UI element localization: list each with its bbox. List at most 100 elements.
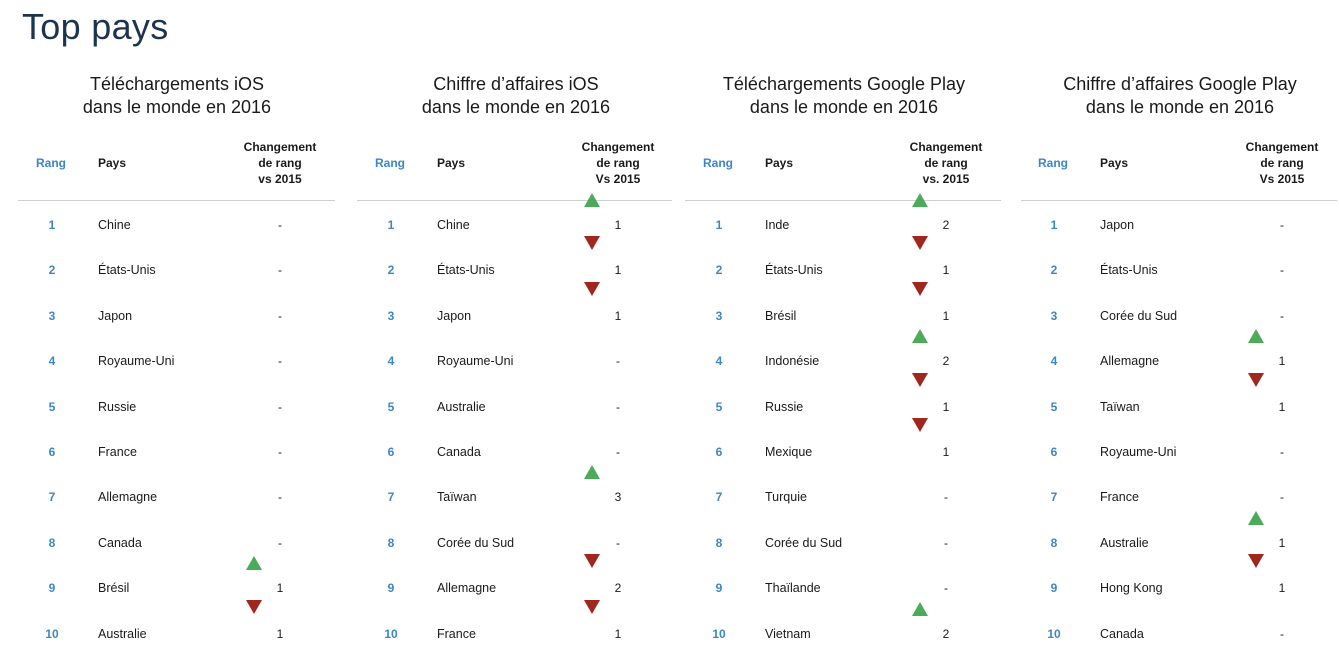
ranking-row: 8 Corée du Sud - [685, 534, 1003, 554]
country-name: Hong Kong [1100, 581, 1163, 596]
ranking-row: 9 Allemagne 2 [357, 554, 675, 599]
rank-change-value: - [278, 399, 282, 414]
country-name: Canada [1100, 626, 1144, 641]
rank-change-value: - [278, 263, 282, 278]
ranking-row: 10 Australie 1 [18, 599, 336, 645]
column-header-rank-change: Changement de rang Vs 2015 [1237, 139, 1327, 187]
column-header-rank: Rang [1038, 156, 1068, 170]
rank-change-value: 1 [276, 626, 284, 641]
country-name: Brésil [98, 581, 130, 596]
column-header-rank-change-line: de rang [1260, 156, 1304, 170]
rank-number: 9 [387, 581, 395, 596]
panel-title-line: Chiffre d’affaires Google Play [1063, 74, 1297, 94]
arrow-up-icon [584, 193, 600, 207]
rank-number: 3 [48, 308, 56, 323]
rank-number: 3 [715, 308, 723, 323]
rank-change-value: - [1280, 218, 1284, 232]
rank-number: 1 [715, 218, 723, 232]
ranking-row: 9 Hong Kong 1 [1021, 554, 1339, 599]
ranking-row: 6 Mexique 1 [685, 418, 1003, 463]
country-name: Australie [437, 399, 486, 414]
ranking-row: 4 Royaume-Uni - [357, 352, 675, 372]
header-divider [685, 200, 1001, 201]
arrow-down-icon [1248, 554, 1264, 569]
country-name: Corée du Sud [1100, 308, 1178, 323]
country-name: Thaïlande [765, 581, 821, 596]
rank-change-value: - [944, 581, 948, 596]
country-name: Chine [98, 218, 131, 232]
country-name: Royaume-Uni [437, 354, 514, 369]
rank-number: 6 [387, 445, 395, 459]
country-name: Taïwan [437, 490, 477, 505]
column-header-rank-change-line: vs. 2015 [922, 172, 970, 186]
header-divider [357, 200, 672, 201]
ranking-row: 2 États-Unis 1 [357, 236, 675, 281]
ranking-row: 4 Royaume-Uni - [18, 352, 336, 372]
ranking-row: 4 Allemagne 1 [1021, 329, 1339, 372]
ranking-row: 5 Australie - [357, 398, 675, 418]
ranking-row: 5 Russie - [18, 398, 336, 418]
country-name: Allemagne [98, 490, 158, 505]
column-header-rank: Rang [375, 156, 405, 170]
panel-title-line: Téléchargements Google Play [722, 74, 966, 94]
country-name: Royaume-Uni [1100, 445, 1177, 459]
rank-number: 10 [1047, 626, 1061, 641]
ranking-row: 6 France - [18, 443, 336, 463]
rank-change-value: 1 [1278, 581, 1286, 596]
arrow-down-icon [584, 281, 600, 296]
ranking-row: 3 Corée du Sud - [1021, 307, 1339, 327]
arrow-up-icon [912, 601, 928, 616]
rank-change-value: - [616, 354, 620, 369]
panel-title-line: Chiffre d’affaires iOS [433, 74, 599, 94]
rank-number: 2 [48, 263, 56, 278]
column-header-country: Pays [437, 156, 466, 170]
rank-change-value: 1 [614, 626, 622, 641]
rank-number: 5 [387, 399, 395, 414]
rank-change-value: 2 [942, 626, 950, 641]
rank-change-value: - [1280, 308, 1284, 323]
ranking-row: 1 Chine - [18, 216, 336, 236]
country-name: Turquie [765, 490, 807, 505]
country-name: Australie [1100, 535, 1149, 550]
ranking-row: 9 Thaïlande - [685, 579, 1003, 599]
rank-number: 8 [387, 535, 395, 550]
rank-number: 2 [715, 263, 723, 278]
rank-change-value: - [278, 354, 282, 369]
column-header-rank-change: Changement de rang vs 2015 [235, 139, 325, 187]
arrow-down-icon [584, 599, 600, 614]
rank-number: 3 [387, 308, 395, 323]
country-name: Mexique [765, 445, 813, 459]
rank-number: 7 [1050, 490, 1058, 505]
ranking-row: 5 Russie 1 [685, 372, 1003, 418]
rank-change-value: - [616, 535, 620, 550]
rank-number: 7 [387, 490, 395, 505]
ranking-row: 10 Canada - [1021, 625, 1339, 645]
ranking-row: 2 États-Unis - [18, 261, 336, 281]
ranking-row: 1 Inde 2 [685, 193, 1003, 236]
rank-number: 9 [1050, 581, 1058, 596]
column-header-country: Pays [1100, 156, 1129, 170]
rank-change-value: 1 [614, 308, 622, 323]
column-header-rank-change-line: Changement [581, 140, 655, 154]
column-header-rank-change: Changement de rang Vs 2015 [573, 139, 663, 187]
arrow-down-icon [912, 236, 928, 251]
ranking-row: 8 Corée du Sud - [357, 534, 675, 554]
rank-number: 8 [1050, 535, 1058, 550]
ranking-row: 8 Australie 1 [1021, 510, 1339, 554]
rank-change-value: - [278, 445, 282, 459]
ranking-row: 10 France 1 [357, 599, 675, 645]
arrow-up-icon [246, 556, 262, 571]
rank-change-value: 1 [942, 263, 950, 278]
rank-number: 6 [715, 445, 723, 459]
country-name: Vietnam [765, 626, 811, 641]
ranking-panel: Téléchargements iOS dans le monde en 2016… [18, 0, 336, 663]
ranking-row: 8 Canada - [18, 534, 336, 554]
ranking-row: 5 Taïwan 1 [1021, 372, 1339, 418]
rank-change-value: 2 [942, 218, 950, 232]
rank-change-value: 2 [614, 581, 622, 596]
ranking-panel: Chiffre d’affaires iOS dans le monde en 2… [357, 0, 675, 663]
rank-number: 2 [387, 263, 395, 278]
rank-number: 6 [1050, 445, 1058, 459]
rank-change-value: - [616, 445, 620, 459]
country-name: France [437, 626, 476, 641]
